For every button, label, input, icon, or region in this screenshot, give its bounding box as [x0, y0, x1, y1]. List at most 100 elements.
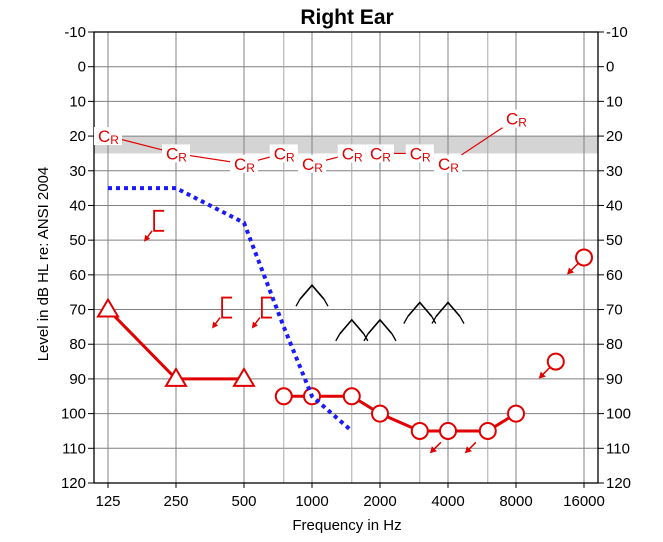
x-tick-label: 4000 — [431, 493, 464, 510]
no-response-arrow — [431, 316, 437, 324]
y-tick-label-left: 60 — [69, 267, 86, 284]
circle-marker — [274, 387, 293, 406]
cr-marker: CR — [370, 144, 391, 164]
y-tick-label-left: 80 — [69, 336, 86, 353]
series-dotted-line — [108, 186, 354, 433]
x-tick-label: 1000 — [295, 493, 328, 510]
cr-marker-sub: R — [110, 133, 119, 147]
x-tick-label: 8000 — [499, 493, 532, 510]
cr-marker: CR — [410, 144, 431, 164]
y-tick-label-left: 10 — [69, 93, 86, 110]
series-triangle — [96, 297, 256, 387]
bone-bracket-marker — [260, 296, 272, 319]
cr-marker-main: C — [506, 110, 518, 129]
y-tick-label-left: 20 — [69, 128, 86, 145]
no-response-arrow — [363, 333, 369, 342]
y-tick-label-right: -10 — [606, 24, 628, 41]
axis-ticks: -10 -10 0 0 10 10 20 20 30 30 40 40 50 50 60 60 70 70 80 80… — [61, 24, 631, 510]
cr-marker-sub: R — [314, 161, 323, 175]
circle-marker — [439, 421, 457, 440]
cr-marker-sub: R — [178, 150, 187, 164]
y-tick-label-right: 10 — [606, 93, 623, 110]
cr-marker: CR — [166, 144, 187, 164]
y-tick-label-right: 40 — [606, 197, 623, 214]
cr-marker: CR — [506, 110, 527, 130]
cr-marker-sub: R — [518, 116, 527, 130]
bone-caret-marker — [299, 283, 325, 300]
circle-marker — [410, 421, 429, 440]
y-tick-label-left: 110 — [62, 440, 86, 457]
cr-marker-main: C — [302, 155, 314, 174]
cr-marker-main: C — [234, 155, 246, 174]
cr-marker: CR — [302, 155, 323, 175]
circle-marker — [546, 352, 565, 371]
cr-marker-bg — [502, 109, 530, 128]
cr-marker-main: C — [342, 144, 354, 163]
circle-marker — [575, 248, 593, 267]
cr-marker-main: C — [438, 155, 450, 174]
series-circle — [274, 387, 525, 440]
y-tick-label-right: 110 — [606, 440, 630, 457]
y-tick-label-right: 70 — [606, 302, 623, 319]
cr-marker-main: C — [166, 144, 178, 163]
circle-marker — [507, 404, 525, 423]
no-response-arrowhead — [212, 321, 219, 329]
x-tick-label: 125 — [95, 493, 120, 510]
no-response-arrow — [335, 333, 341, 342]
x-tick-label: 2000 — [363, 493, 396, 510]
cr-marker-bg — [269, 144, 298, 163]
bone-caret-marker — [367, 318, 393, 335]
cr-connector-line — [107, 118, 517, 165]
cr-marker: CR — [234, 155, 255, 175]
cr-marker-sub: R — [422, 150, 431, 164]
cr-marker: CR — [98, 127, 119, 147]
chart-title: Right Ear — [300, 6, 393, 29]
bone-caret-marker — [339, 318, 365, 335]
y-tick-label-right: 90 — [606, 371, 623, 388]
series-circle-no-response — [538, 248, 593, 379]
y-tick-label-right: 120 — [606, 475, 631, 492]
no-response-arrowhead — [538, 371, 546, 379]
y-tick-label-left: 0 — [78, 59, 86, 76]
circle-marker — [478, 421, 497, 440]
x-axis-label: Frequency in Hz — [292, 517, 401, 534]
cr-marker-sub: R — [354, 150, 363, 164]
cr-marker-bg — [337, 144, 366, 163]
bone-caret-marker — [407, 301, 433, 318]
cr-marker: CR — [438, 155, 459, 175]
y-tick-label-left: 90 — [69, 371, 86, 388]
no-response-arrowhead — [464, 446, 472, 454]
circle-marker — [371, 404, 389, 423]
y-tick-label-left: 40 — [69, 197, 86, 214]
y-tick-label-left: 70 — [69, 302, 86, 319]
y-tick-label-right: 50 — [606, 232, 623, 249]
no-response-arrow — [295, 298, 301, 307]
cr-marker: CR — [274, 144, 295, 164]
cr-marker-bg — [434, 154, 462, 173]
series-bracket-no-response — [144, 209, 272, 329]
triangle-marker — [164, 366, 188, 387]
cr-marker-bg — [298, 154, 326, 173]
x-tick-label: 500 — [231, 493, 256, 510]
cr-marker-main: C — [370, 144, 382, 163]
x-tick-label: 16000 — [563, 493, 605, 510]
plot-frame — [93, 31, 599, 484]
no-response-arrowhead — [251, 321, 258, 329]
cr-marker-bg — [162, 144, 190, 163]
y-tick-label-right: 30 — [606, 163, 623, 180]
no-response-arrowhead — [429, 446, 437, 454]
y-tick-label-left: 120 — [61, 475, 86, 492]
y-tick-label-right: 20 — [606, 128, 623, 145]
cr-marker-sub: R — [450, 161, 459, 175]
cr-marker-bg — [366, 144, 394, 163]
cr-marker-sub: R — [246, 161, 255, 175]
cr-marker: CR — [342, 144, 363, 164]
bone-caret-marker — [435, 301, 461, 318]
y-axis-label: Level in dB HL re: ANSI 2004 — [35, 167, 52, 362]
y-tick-label-left: 50 — [69, 232, 86, 249]
cr-marker-sub: R — [382, 150, 391, 164]
triangle-marker — [232, 366, 256, 387]
